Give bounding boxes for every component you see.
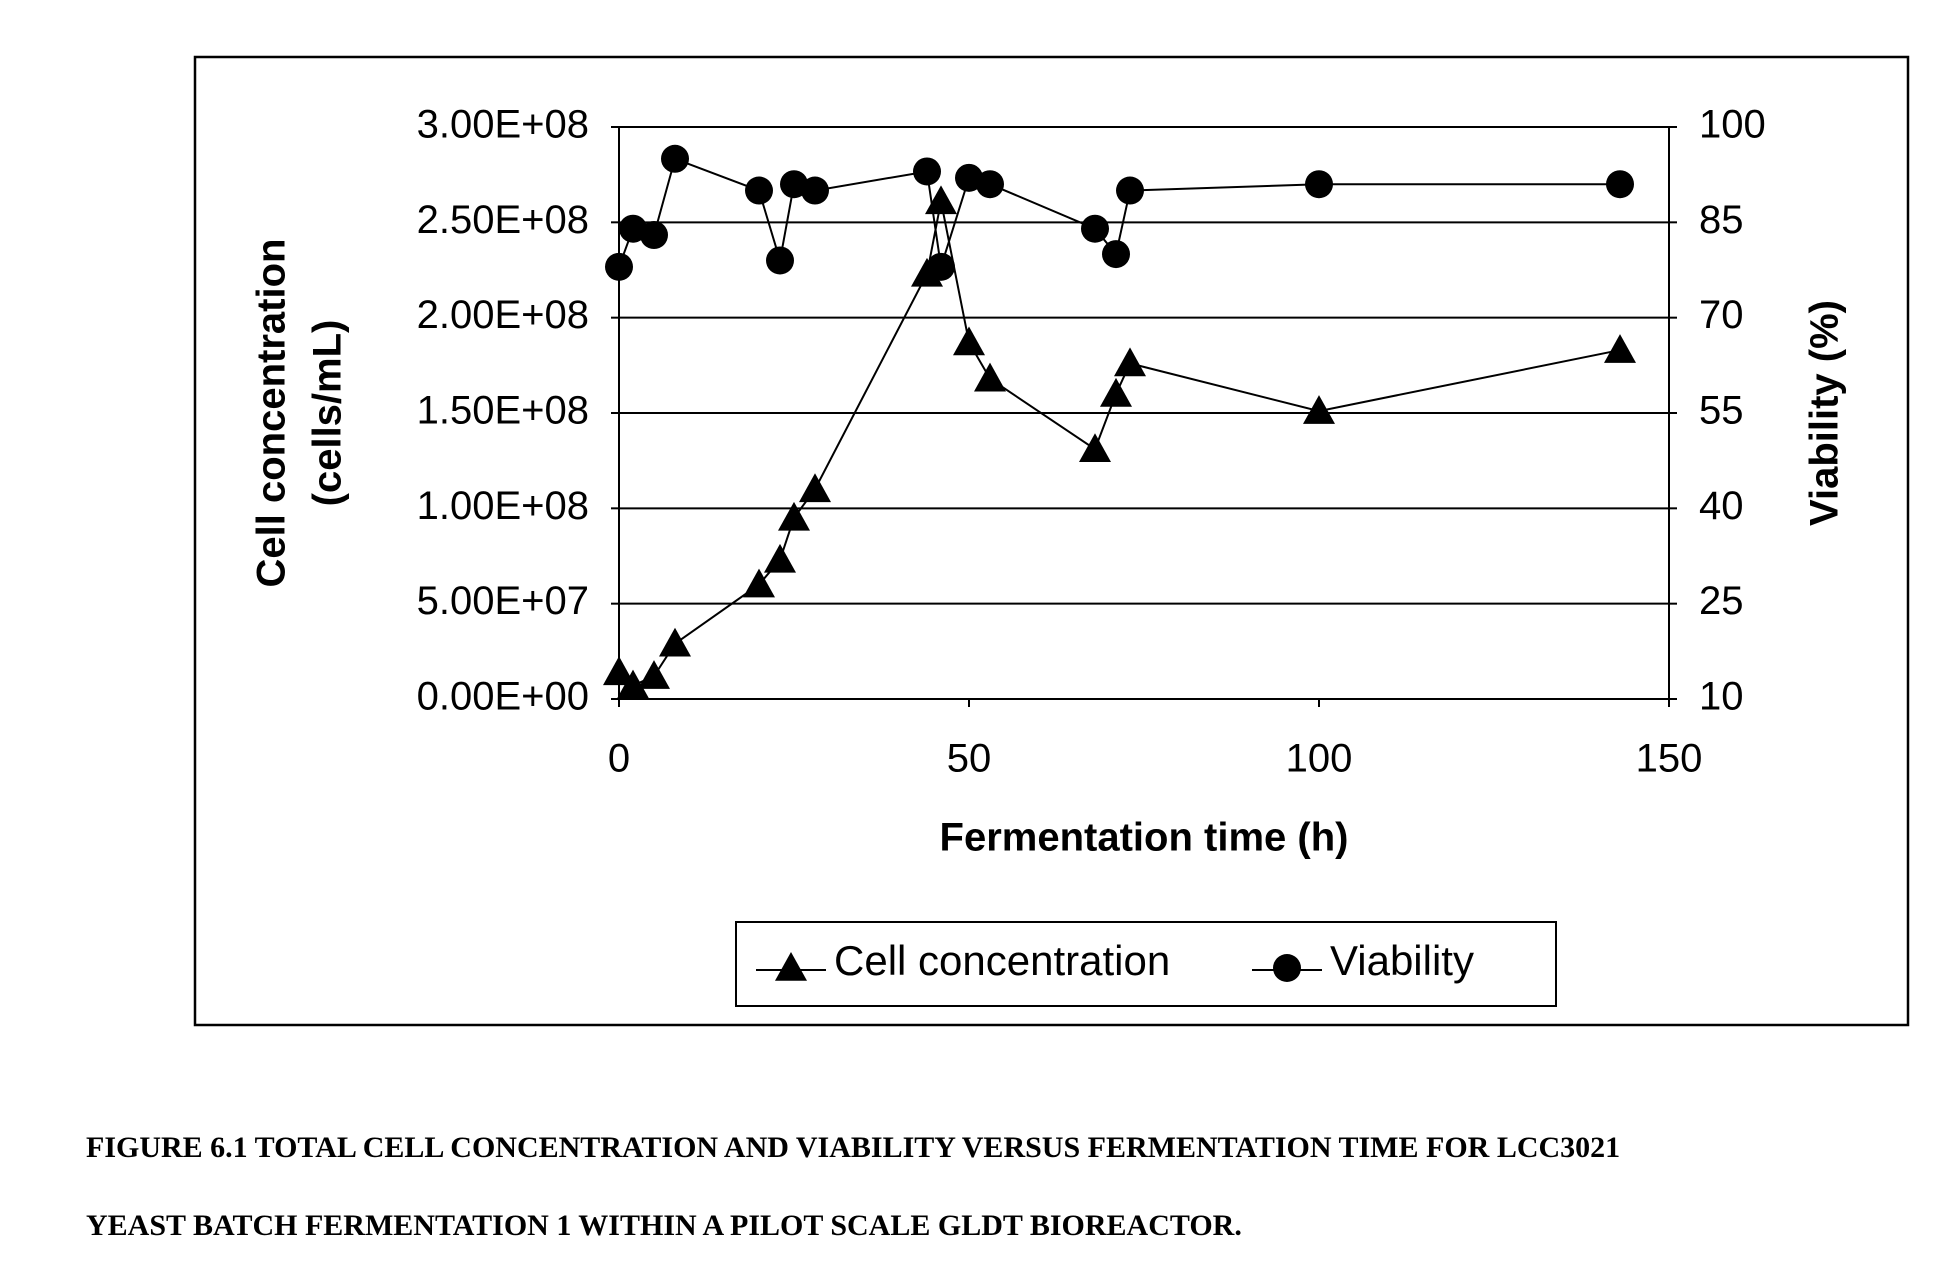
- marker: [638, 660, 670, 689]
- marker: [1079, 433, 1111, 462]
- y2-tick-label: 85: [1699, 198, 1744, 242]
- marker: [953, 326, 985, 355]
- marker: [1604, 334, 1636, 363]
- marker: [913, 157, 941, 185]
- x-tick-label: 0: [608, 737, 630, 781]
- y-tick-label: 0.00E+00: [417, 675, 589, 719]
- x-tick-label: 150: [1636, 737, 1703, 781]
- y-tick-label: 2.50E+08: [417, 198, 589, 242]
- marker: [927, 253, 955, 281]
- marker: [1100, 378, 1132, 407]
- y-axis-title: (cells/mL): [306, 320, 350, 507]
- y2-tick-label: 55: [1699, 389, 1744, 433]
- legend-label: Cell concentration: [834, 937, 1170, 984]
- legend-label: Viability: [1330, 937, 1474, 984]
- y2-tick-label: 25: [1699, 579, 1744, 623]
- marker: [1116, 177, 1144, 205]
- caption: YEAST BATCH FERMENTATION 1 WITHIN A PILO…: [86, 1209, 1242, 1242]
- y-axis-title: Cell concentration: [250, 239, 294, 588]
- y2-tick-label: 10: [1699, 675, 1744, 719]
- marker: [605, 253, 633, 281]
- legend-marker: [775, 952, 807, 981]
- y2-axis-title: Viability (%): [1803, 300, 1847, 526]
- y-tick-label: 1.00E+08: [417, 484, 589, 528]
- marker: [778, 502, 810, 531]
- x-tick-label: 100: [1286, 737, 1353, 781]
- y-tick-label: 3.00E+08: [417, 103, 589, 147]
- y-tick-label: 2.00E+08: [417, 293, 589, 337]
- y2-tick-label: 40: [1699, 484, 1744, 528]
- marker: [799, 473, 831, 502]
- caption: FIGURE 6.1 TOTAL CELL CONCENTRATION AND …: [86, 1131, 1620, 1164]
- marker: [640, 221, 668, 249]
- marker: [661, 145, 689, 173]
- y2-tick-label: 100: [1699, 103, 1766, 147]
- x-tick-label: 50: [947, 737, 992, 781]
- marker: [1081, 215, 1109, 243]
- marker: [1102, 240, 1130, 268]
- marker: [1114, 347, 1146, 376]
- marker: [766, 246, 794, 274]
- y2-tick-label: 70: [1699, 293, 1744, 337]
- marker: [974, 363, 1006, 392]
- x-axis-title: Fermentation time (h): [940, 816, 1349, 860]
- marker: [659, 628, 691, 657]
- marker: [976, 170, 1004, 198]
- marker: [1606, 170, 1634, 198]
- marker: [764, 544, 796, 573]
- marker: [801, 177, 829, 205]
- marker: [745, 177, 773, 205]
- y-tick-label: 1.50E+08: [417, 389, 589, 433]
- marker: [1305, 170, 1333, 198]
- y-tick-label: 5.00E+07: [417, 579, 589, 623]
- series-line: [619, 201, 1620, 685]
- legend-marker: [1273, 954, 1301, 982]
